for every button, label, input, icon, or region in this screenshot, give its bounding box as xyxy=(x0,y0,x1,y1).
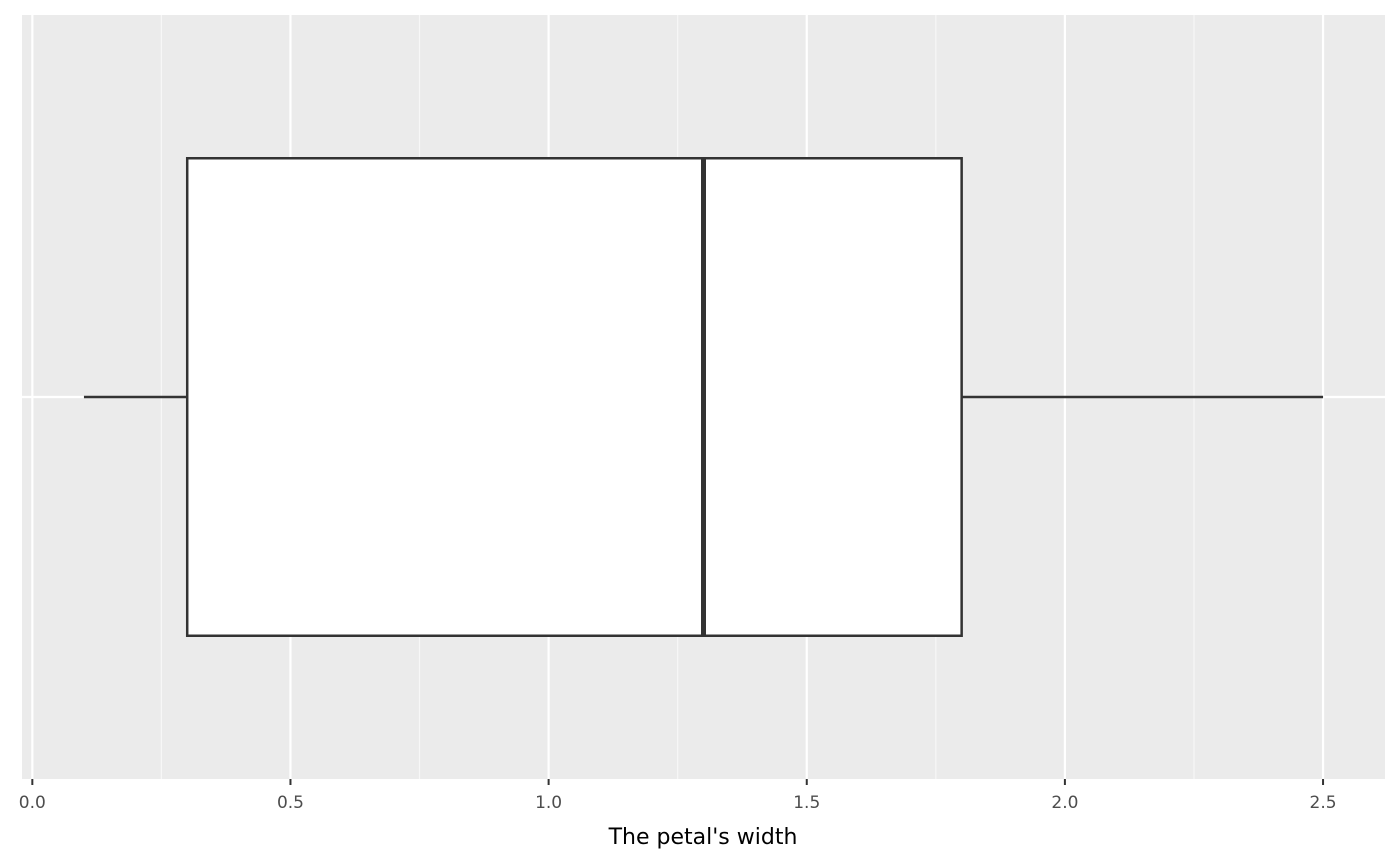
x-tick-label: 1.0 xyxy=(535,793,562,813)
x-tick-label: 0.5 xyxy=(277,793,304,813)
x-tick-label: 2.5 xyxy=(1310,793,1337,813)
x-axis-tick-labels: 0.0 0.5 1.0 1.5 2.0 2.5 xyxy=(19,793,1337,813)
x-tick-label: 1.5 xyxy=(793,793,820,813)
interquartile-box xyxy=(185,157,963,637)
boxplot xyxy=(83,157,1324,637)
x-axis-ticks xyxy=(31,779,1325,785)
x-tick-label: 2.0 xyxy=(1051,793,1078,813)
x-axis-title: The petal's width xyxy=(608,825,798,850)
x-tick-label: 0.0 xyxy=(19,793,46,813)
